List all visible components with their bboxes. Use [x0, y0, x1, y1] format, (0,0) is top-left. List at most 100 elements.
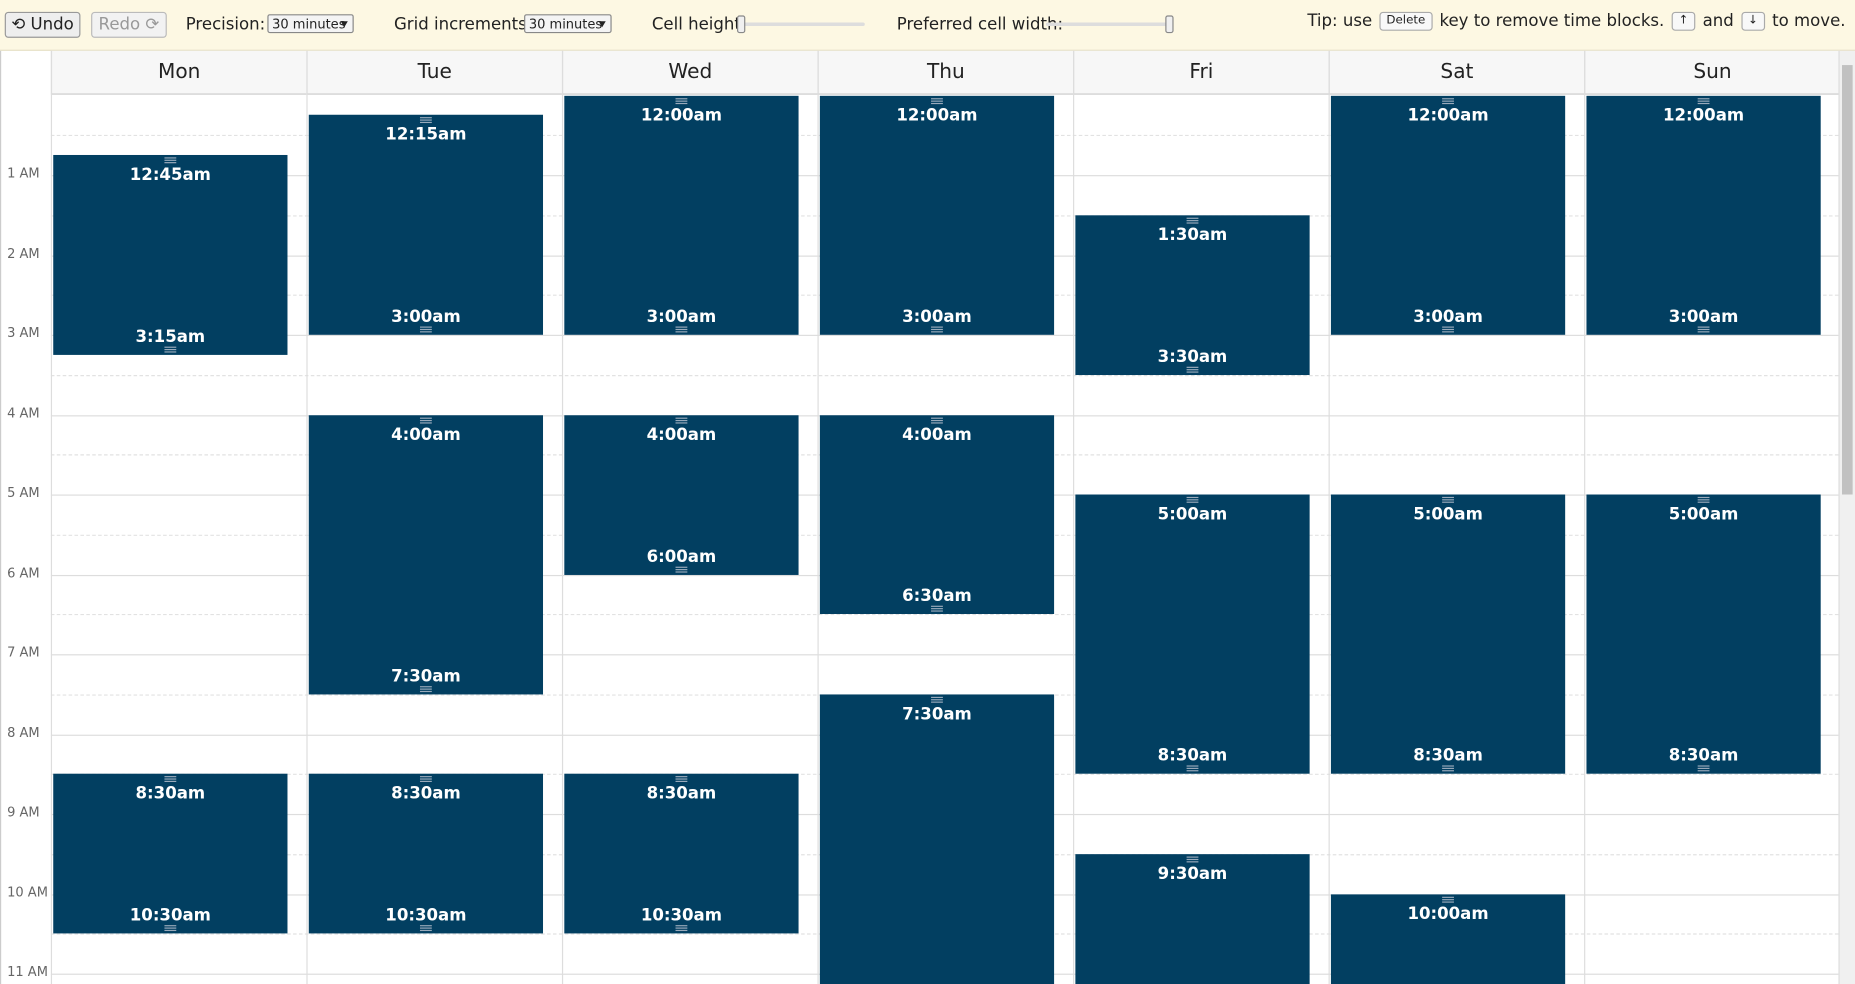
drag-handle[interactable] — [931, 97, 943, 104]
drag-handle[interactable] — [1442, 326, 1454, 333]
cell-width-slider[interactable] — [1165, 15, 1174, 34]
undo-button[interactable]: ⟲ Undo — [4, 11, 81, 38]
dropdown-arrow — [340, 21, 348, 28]
drag-handle[interactable] — [1186, 856, 1199, 863]
day-header: Mon — [50, 50, 307, 95]
start-time: 12:00am — [1662, 105, 1745, 125]
drag-handle[interactable] — [419, 925, 432, 932]
column-line — [1584, 50, 1586, 984]
time-block[interactable]: 12:00am 3:00am — [564, 95, 799, 335]
start-time: 10:00am — [1407, 904, 1489, 924]
end-time: 6:00am — [646, 547, 717, 567]
drag-handle[interactable] — [1442, 896, 1454, 903]
drag-handle[interactable] — [1186, 765, 1199, 772]
time-block[interactable]: 9:30am — [1075, 853, 1310, 984]
time-block[interactable]: 4:00am 6:30am — [819, 414, 1055, 615]
column-line — [306, 50, 308, 984]
start-time: 12:00am — [1407, 105, 1489, 125]
drag-handle[interactable] — [1442, 765, 1454, 772]
tip-text: key to remove time blocks. — [1439, 11, 1665, 31]
drag-handle[interactable] — [675, 776, 688, 783]
key: Delete — [1379, 11, 1433, 31]
drag-handle[interactable] — [1697, 496, 1710, 503]
drag-handle[interactable] — [419, 685, 432, 692]
time-block[interactable]: 8:30am 10:30am — [308, 774, 544, 934]
drag-handle[interactable] — [1697, 97, 1710, 104]
start-time: 8:30am — [646, 784, 717, 804]
start-time: 12:00am — [640, 105, 723, 125]
drag-handle[interactable] — [675, 97, 688, 104]
precision-select[interactable]: 30 minutes — [267, 14, 354, 34]
time-block[interactable]: 12:00am 3:00am — [1586, 95, 1821, 335]
drag-handle[interactable] — [1186, 496, 1199, 503]
hour-label: 10 AM — [7, 884, 48, 900]
hour-label: 7 AM — [7, 644, 40, 661]
time-block[interactable]: 12:15am 3:00am — [308, 115, 544, 335]
drag-handle[interactable] — [1697, 765, 1710, 772]
drag-handle[interactable] — [164, 776, 177, 783]
end-time: 3:00am — [646, 307, 717, 327]
time-block[interactable]: 5:00am 8:30am — [1330, 494, 1566, 775]
drag-handle[interactable] — [164, 157, 177, 164]
column-line — [561, 50, 564, 984]
drag-handle[interactable] — [1186, 366, 1199, 373]
hour-label: 11 AM — [7, 964, 48, 980]
drag-handle[interactable] — [419, 417, 432, 423]
drag-handle[interactable] — [1697, 326, 1710, 333]
start-time: 1:30am — [1157, 225, 1228, 245]
start-time: 8:30am — [391, 784, 461, 804]
drag-handle[interactable] — [419, 117, 432, 124]
end-time: 10:30am — [129, 906, 211, 926]
time-block[interactable]: 4:00am 6:00am — [564, 414, 799, 575]
time-block[interactable]: 5:00am 8:30am — [1075, 494, 1310, 775]
time-block[interactable]: 7:30am — [819, 694, 1055, 984]
time-block[interactable]: 5:00am 8:30am — [1586, 494, 1821, 775]
hour-label: 9 AM — [7, 804, 40, 820]
start-time: 7:30am — [902, 704, 972, 724]
start-time: 12:45am — [129, 165, 211, 185]
cell-height-slider[interactable] — [737, 15, 746, 34]
grid-select[interactable]: 30 minutes — [524, 14, 612, 34]
redo-button[interactable]: Redo ⟳ — [91, 11, 167, 38]
drag-handle[interactable] — [931, 326, 943, 333]
drag-handle[interactable] — [675, 417, 688, 423]
cell-width-track — [1045, 22, 1172, 27]
drag-handle[interactable] — [419, 326, 432, 333]
drag-handle[interactable] — [419, 776, 432, 783]
hour-line — [50, 334, 1839, 336]
day-header: Fri — [1073, 50, 1329, 95]
left-border — [0, 50, 2, 984]
start-time: 5:00am — [1668, 505, 1739, 525]
end-time: 7:30am — [391, 666, 461, 686]
drag-handle[interactable] — [931, 696, 943, 703]
time-block[interactable]: 1:30am 3:30am — [1075, 215, 1310, 375]
end-time: 6:30am — [902, 587, 972, 607]
time-block[interactable]: 10:00am — [1330, 893, 1566, 984]
precision-value: 30 minutes — [272, 16, 346, 32]
day-header: Sat — [1328, 50, 1585, 95]
time-block[interactable]: 4:00am 7:30am — [308, 414, 544, 695]
drag-handle[interactable] — [164, 346, 177, 353]
drag-handle[interactable] — [675, 925, 688, 932]
day-header: Thu — [817, 50, 1074, 95]
drag-handle[interactable] — [1186, 217, 1199, 224]
drag-handle[interactable] — [931, 606, 943, 612]
scrollbar-thumb[interactable] — [1841, 65, 1853, 495]
drag-handle[interactable] — [675, 326, 688, 333]
drag-handle[interactable] — [931, 417, 943, 423]
drag-handle[interactable] — [1442, 496, 1454, 503]
column-line — [817, 50, 819, 984]
drag-handle[interactable] — [675, 566, 688, 572]
drag-handle[interactable] — [1442, 97, 1454, 104]
time-block[interactable]: 8:30am 10:30am — [564, 774, 799, 934]
time-block[interactable]: 12:00am 3:00am — [1330, 95, 1566, 335]
time-block[interactable]: 12:45am 3:15am — [53, 155, 288, 355]
time-block[interactable]: 12:00am 3:00am — [819, 95, 1055, 335]
start-time: 8:30am — [135, 784, 206, 804]
half-hour-line — [50, 614, 1839, 616]
time-block[interactable]: 8:30am 10:30am — [53, 774, 288, 934]
column-line — [50, 50, 53, 984]
drag-handle[interactable] — [164, 925, 177, 932]
